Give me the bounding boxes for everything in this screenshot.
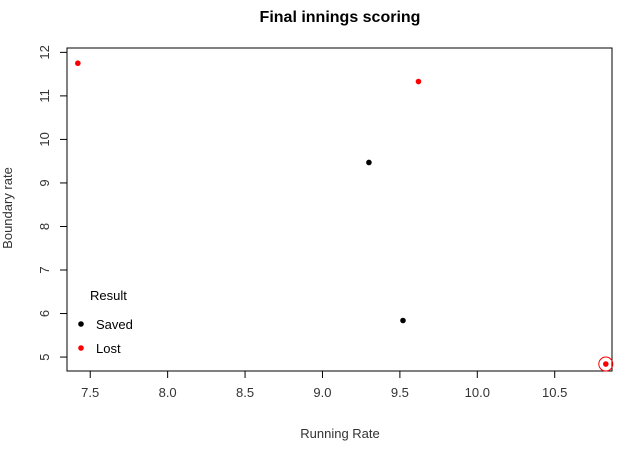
data-point-lost <box>603 361 609 367</box>
x-tick-label: 10.5 <box>542 385 567 400</box>
legend-title: Result <box>90 288 127 303</box>
x-tick-label: 9.0 <box>313 385 331 400</box>
legend-marker-saved <box>78 321 84 327</box>
y-tick-label: 12 <box>37 45 52 59</box>
y-tick-label: 8 <box>37 223 52 230</box>
legend-label-lost: Lost <box>96 341 121 356</box>
chart-title: Final innings scoring <box>260 9 421 26</box>
y-tick-label: 5 <box>37 353 52 360</box>
data-point-saved <box>400 317 406 324</box>
y-tick-label: 6 <box>37 310 52 317</box>
x-tick-label: 9.5 <box>391 385 409 400</box>
x-axis: 7.5 8.0 8.5 9.0 9.5 10.0 10.5 <box>81 370 567 400</box>
y-tick-label: 10 <box>37 132 52 146</box>
y-axis: 5 6 7 8 9 10 11 12 <box>37 45 68 361</box>
data-points <box>75 60 614 372</box>
x-axis-label: Running Rate <box>300 426 380 441</box>
legend-marker-lost <box>78 345 84 351</box>
plot-area-frame <box>66 47 613 372</box>
x-tick-label: 8.0 <box>159 385 177 400</box>
y-tick-label: 11 <box>37 89 52 103</box>
y-tick-label: 9 <box>37 179 52 186</box>
x-tick-label: 8.5 <box>236 385 254 400</box>
highlight-ring <box>598 356 614 372</box>
legend: Result Saved Lost <box>78 288 133 356</box>
data-point-lost <box>75 60 81 67</box>
legend-label-saved: Saved <box>96 317 133 332</box>
y-tick-label: 7 <box>37 266 52 273</box>
x-tick-label: 7.5 <box>81 385 99 400</box>
data-point-lost <box>415 78 422 85</box>
x-tick-label: 10.0 <box>465 385 490 400</box>
y-axis-label: Boundary rate <box>0 167 15 249</box>
data-point-saved <box>366 159 372 166</box>
